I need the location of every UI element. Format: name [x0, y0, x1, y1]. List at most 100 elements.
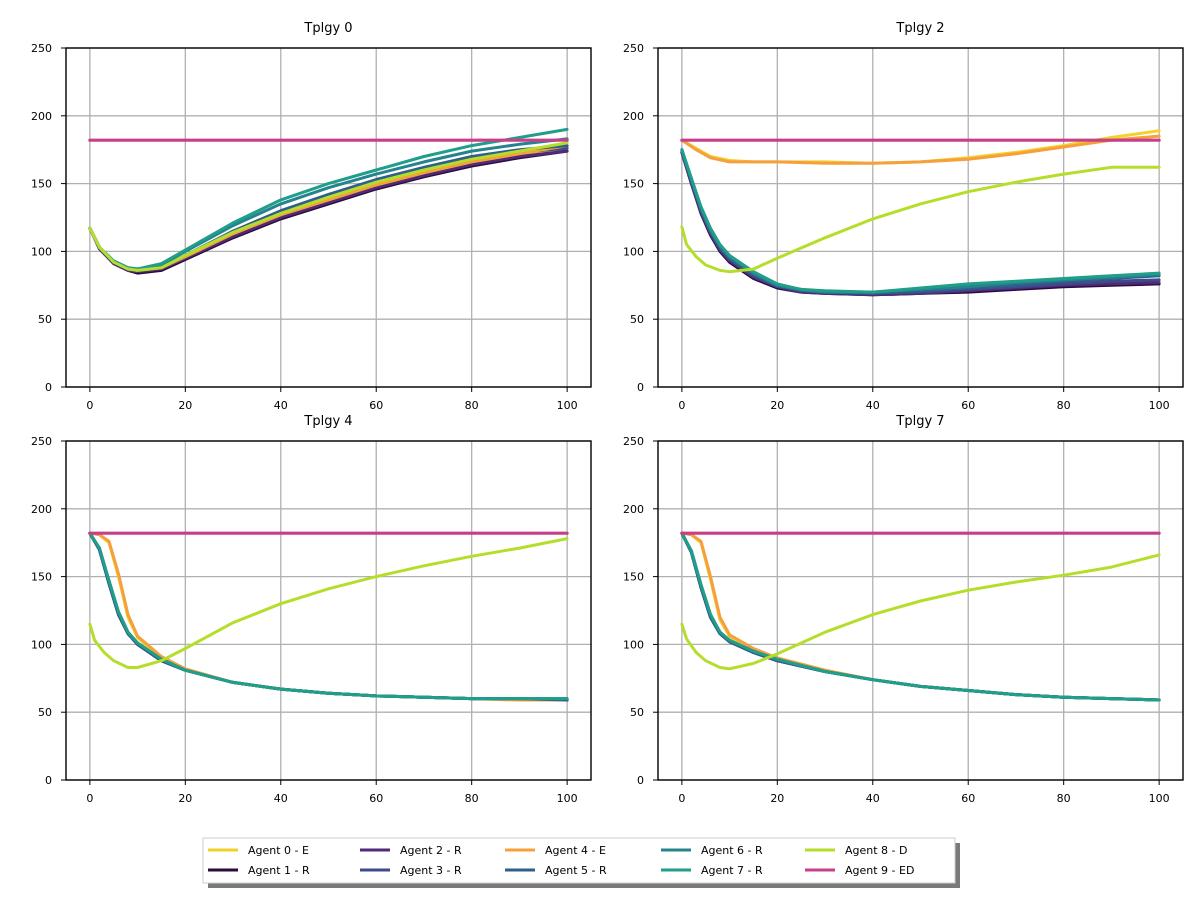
x-tick-label: 60	[369, 792, 383, 805]
legend: Agent 0 - E Agent 1 - R Agent 2 - R Agent 3…	[202, 837, 960, 888]
x-tick-label: 0	[86, 792, 93, 805]
legend-label: Agent 5 - R	[545, 864, 607, 877]
x-tick-label: 100	[1149, 792, 1170, 805]
y-tick-label: 150	[623, 178, 644, 191]
x-tick-label: 100	[1149, 399, 1170, 412]
plot-frame	[65, 440, 592, 781]
y-tick-label: 100	[31, 638, 52, 651]
series-line-agent-3-r	[680, 531, 1161, 702]
y-tick-label: 50	[38, 706, 52, 719]
x-tick-label: 80	[1057, 399, 1071, 412]
series-line-agent-3-r	[88, 531, 569, 702]
y-tick-label: 50	[38, 313, 52, 326]
x-tick-label: 100	[557, 792, 578, 805]
series-line-agent-4-e	[88, 531, 569, 702]
legend-label: Agent 7 - R	[701, 864, 763, 877]
x-tick-label: 80	[1057, 792, 1071, 805]
legend-label: Agent 8 - D	[845, 844, 908, 857]
chart-panel-0: 0 20 40 60 80 100 0 50 100 150 200 250 Tplgy 0	[31, 21, 592, 412]
y-tick-label: 100	[623, 638, 644, 651]
x-tick-label: 20	[770, 792, 784, 805]
y-tick-label: 100	[31, 245, 52, 258]
series-line-agent-8-d	[88, 141, 569, 272]
series-line-agent-5-r	[88, 531, 569, 702]
x-tick-label: 80	[465, 792, 479, 805]
series-line-agent-6-r	[88, 531, 569, 701]
x-tick-label: 40	[274, 792, 288, 805]
legend-label: Agent 9 - ED	[845, 864, 914, 877]
x-tick-label: 20	[178, 792, 192, 805]
legend-label: Agent 4 - E	[545, 844, 606, 857]
series-line-agent-7-r	[88, 531, 569, 701]
chart-panel-2: 0 20 40 60 80 100 0 50 100 150 200 250 Tplgy 4	[31, 414, 592, 805]
series-line-agent-0-e	[88, 531, 569, 702]
series-line-agent-8-d	[680, 165, 1161, 274]
y-tick-label: 200	[31, 503, 52, 516]
x-tick-label: 60	[369, 399, 383, 412]
x-tick-label: 40	[866, 792, 880, 805]
y-tick-label: 0	[637, 381, 644, 394]
series-line-agent-0-e	[680, 531, 1161, 702]
series-line-agent-1-r	[680, 531, 1161, 702]
x-tick-label: 100	[557, 399, 578, 412]
series-line-agent-3-r	[88, 146, 569, 272]
plot-frame	[657, 47, 1184, 388]
x-tick-label: 40	[866, 399, 880, 412]
legend-label: Agent 6 - R	[701, 844, 763, 857]
plot-frame	[65, 47, 592, 388]
x-tick-label: 0	[678, 399, 685, 412]
chart-panel-3: 0 20 40 60 80 100 0 50 100 150 200 250 Tplgy 7	[623, 414, 1184, 805]
y-tick-label: 150	[623, 571, 644, 584]
y-tick-label: 0	[637, 774, 644, 787]
chart-title: Tplgy 7	[895, 414, 944, 429]
x-tick-label: 60	[961, 792, 975, 805]
y-tick-label: 50	[630, 706, 644, 719]
chart-title: Tplgy 0	[303, 21, 352, 36]
series-line-agent-5-r	[680, 531, 1161, 702]
legend-label: Agent 1 - R	[248, 864, 310, 877]
x-tick-label: 80	[465, 399, 479, 412]
series-line-agent-1-r	[88, 531, 569, 702]
y-tick-label: 0	[45, 381, 52, 394]
series-line-agent-1-r	[88, 149, 569, 275]
x-tick-label: 20	[770, 399, 784, 412]
x-tick-label: 60	[961, 399, 975, 412]
y-tick-label: 250	[31, 42, 52, 55]
plot-frame	[657, 440, 1184, 781]
y-tick-label: 0	[45, 774, 52, 787]
chart-title: Tplgy 4	[303, 414, 352, 429]
y-tick-label: 200	[623, 503, 644, 516]
chart-panel-1: 0 20 40 60 80 100 0 50 100 150 200 250 Tplgy 2	[623, 21, 1184, 412]
series-line-agent-0-e	[88, 146, 569, 272]
y-tick-label: 250	[31, 435, 52, 448]
series-line-agent-6-r	[680, 531, 1161, 702]
x-tick-label: 20	[178, 399, 192, 412]
series-line-agent-7-r	[680, 148, 1161, 294]
series-line-agent-8-d	[88, 537, 569, 669]
series-line-agent-4-e	[680, 531, 1161, 702]
y-tick-label: 250	[623, 435, 644, 448]
y-tick-label: 200	[31, 110, 52, 123]
series-line-agent-7-r	[680, 531, 1161, 702]
y-tick-label: 150	[31, 178, 52, 191]
legend-label: Agent 2 - R	[400, 844, 462, 857]
series-line-agent-2-r	[680, 531, 1161, 702]
x-tick-label: 0	[86, 399, 93, 412]
series-line-agent-8-d	[680, 553, 1161, 671]
y-tick-label: 250	[623, 42, 644, 55]
x-tick-label: 0	[678, 792, 685, 805]
y-tick-label: 150	[31, 571, 52, 584]
series-line-agent-4-e	[680, 134, 1161, 165]
series-line-agent-2-r	[88, 531, 569, 702]
series-line-agent-2-r	[88, 149, 569, 274]
y-tick-label: 50	[630, 313, 644, 326]
y-tick-label: 100	[623, 245, 644, 258]
chart-title: Tplgy 2	[895, 21, 944, 36]
y-tick-label: 200	[623, 110, 644, 123]
legend-label: Agent 3 - R	[400, 864, 462, 877]
series-line-agent-0-e	[680, 129, 1161, 165]
x-tick-label: 40	[274, 399, 288, 412]
legend-label: Agent 0 - E	[248, 844, 309, 857]
legend-box	[202, 837, 956, 884]
